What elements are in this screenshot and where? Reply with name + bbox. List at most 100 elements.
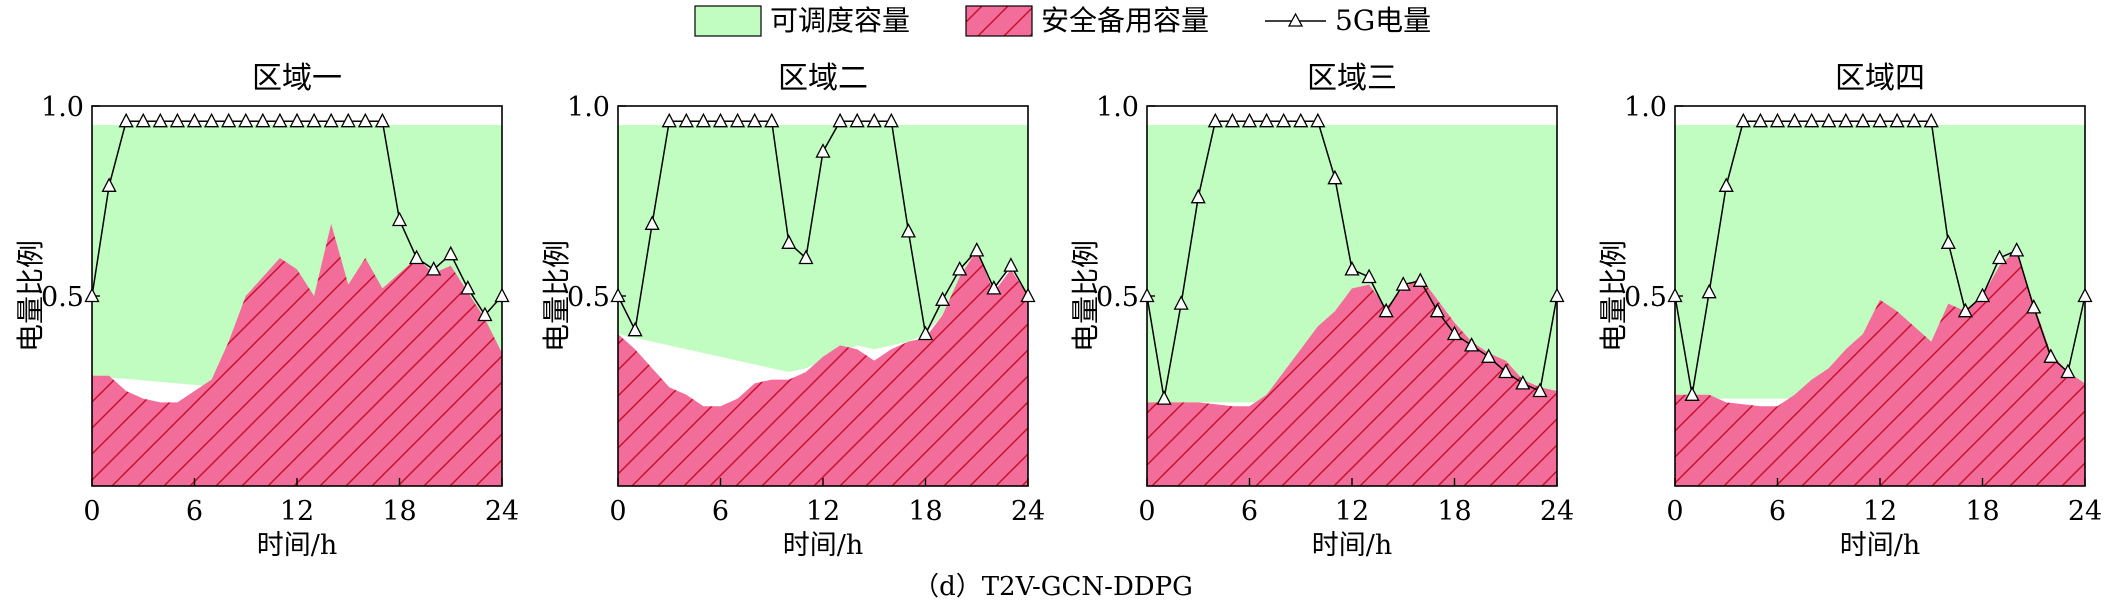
soc-marker <box>323 112 339 128</box>
y-tick-label: 0.5 <box>567 282 610 313</box>
x-tick-label: 12 <box>280 496 314 527</box>
soc-marker <box>1532 382 1548 398</box>
legend-label-soc: 5G电量 <box>1335 4 1431 37</box>
legend-label-dispatchable: 可调度容量 <box>770 4 910 37</box>
soc-marker <box>712 112 729 128</box>
soc-marker <box>952 260 968 276</box>
soc-marker <box>935 291 951 306</box>
soc-marker <box>1310 112 1326 128</box>
soc-marker <box>1906 112 1922 128</box>
panel-title: 区域二 <box>778 61 868 96</box>
x-tick-label: 24 <box>485 496 519 527</box>
soc-marker <box>2043 348 2059 363</box>
soc-marker <box>1224 112 1240 128</box>
soc-marker <box>1735 112 1751 128</box>
legend-label-safety: 安全备用容量 <box>1041 4 1209 37</box>
soc-marker <box>1361 268 1377 284</box>
soc-marker <box>477 306 493 322</box>
soc-marker <box>460 279 476 295</box>
legend: 可调度容量 安全备用容量 5G电量 <box>694 4 1431 37</box>
x-tick-label: 12 <box>1335 496 1369 527</box>
x-axis-label: 时间/h <box>1840 530 1921 561</box>
soc-marker <box>1718 177 1734 192</box>
soc-marker <box>1276 112 1292 128</box>
x-tick-label: 24 <box>2068 496 2102 527</box>
soc-marker <box>764 112 780 128</box>
soc-marker <box>849 112 865 128</box>
soc-marker <box>1752 112 1768 128</box>
soc-marker <box>221 112 237 128</box>
soc-marker <box>1787 112 1803 128</box>
soc-marker <box>1957 302 1973 318</box>
y-axis-label: 电量比例 <box>540 240 573 352</box>
soc-marker <box>678 112 694 128</box>
soc-marker <box>391 211 408 227</box>
panel-title: 区域三 <box>1307 61 1397 96</box>
soc-marker <box>340 112 356 128</box>
soc-marker <box>883 112 899 128</box>
soc-marker <box>1684 386 1700 401</box>
soc-marker <box>118 112 134 128</box>
x-tick-label: 0 <box>1666 496 1683 527</box>
soc-marker <box>781 234 797 249</box>
soc-marker <box>2077 287 2093 303</box>
soc-marker <box>1344 260 1360 276</box>
soc-marker <box>152 112 168 128</box>
x-tick-label: 0 <box>609 496 626 527</box>
x-tick-label: 18 <box>382 496 416 527</box>
x-tick-label: 6 <box>186 496 203 527</box>
soc-marker <box>426 260 442 276</box>
x-tick-label: 18 <box>908 496 942 527</box>
soc-marker <box>1173 295 1189 310</box>
soc-marker <box>815 143 831 158</box>
soc-marker <box>1464 336 1480 352</box>
soc-marker <box>627 321 643 337</box>
soc-marker <box>374 112 390 128</box>
soc-marker <box>238 112 254 128</box>
legend-swatch-dispatchable <box>694 5 762 37</box>
soc-marker <box>1378 302 1394 318</box>
soc-marker <box>610 287 626 303</box>
soc-marker <box>969 241 985 257</box>
soc-marker <box>2009 241 2025 257</box>
y-axis-label: 电量比例 <box>1597 240 1630 352</box>
soc-marker <box>1327 169 1343 185</box>
soc-marker <box>695 112 711 128</box>
soc-marker <box>1395 276 1411 291</box>
soc-marker <box>169 112 185 128</box>
soc-marker <box>101 177 117 192</box>
figure-caption: （d）T2V-GCN-DDPG <box>913 572 1193 602</box>
soc-marker <box>1429 302 1445 318</box>
soc-marker <box>1293 112 1309 128</box>
x-tick-label: 24 <box>1011 496 1045 527</box>
soc-marker <box>494 287 510 303</box>
y-tick-label: 1.0 <box>41 92 84 123</box>
x-tick-label: 18 <box>1437 496 1471 527</box>
x-axis-label: 时间/h <box>1312 530 1393 561</box>
soc-marker <box>1020 287 1036 303</box>
soc-marker <box>900 222 916 238</box>
x-tick-label: 6 <box>1241 496 1258 527</box>
soc-marker <box>832 112 848 128</box>
soc-marker <box>443 245 459 261</box>
x-tick-label: 24 <box>1540 496 1574 527</box>
x-tick-label: 18 <box>1965 496 1999 527</box>
soc-marker <box>135 112 151 128</box>
x-tick-label: 6 <box>712 496 729 527</box>
y-tick-label: 1.0 <box>1624 92 1667 123</box>
soc-marker <box>1769 112 1786 128</box>
soc-marker <box>306 112 322 128</box>
panel-title: 区域四 <box>1835 61 1925 96</box>
soc-marker <box>1412 272 1428 287</box>
soc-marker <box>1498 363 1514 379</box>
soc-marker <box>1139 287 1155 303</box>
dispatchable-area <box>618 125 1028 372</box>
x-tick-label: 12 <box>1863 496 1897 527</box>
x-tick-label: 0 <box>83 496 100 527</box>
soc-marker <box>204 112 220 128</box>
soc-marker <box>917 325 934 341</box>
y-tick-label: 0.5 <box>1624 282 1667 313</box>
